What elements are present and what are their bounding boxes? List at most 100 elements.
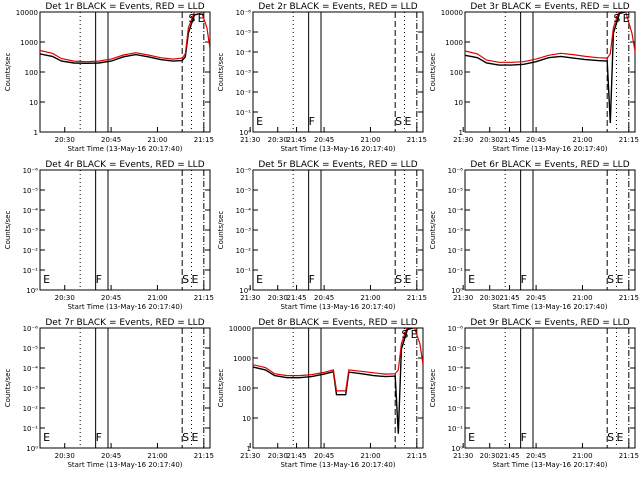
y-tick-label: 1: [459, 129, 463, 137]
y-tick-label: 10⁻³: [236, 69, 252, 77]
x-axis-label: Start Time (13-May-16 20:17:40): [67, 303, 182, 311]
x-tick-label: 21:15: [619, 136, 639, 144]
event-marker-s: S: [182, 431, 189, 444]
event-marker-e: E: [411, 328, 418, 341]
panel-9: Det 9r BLACK = Events, RED = LLD 10⁰ 10⁻¹ 1…: [429, 318, 639, 469]
x-tick-label: 21:00: [147, 136, 167, 144]
x-tick-label: 21:45: [286, 136, 306, 144]
series-lld: [253, 328, 423, 392]
x-tick-label: 20:45: [314, 452, 334, 460]
event-marker-s: S: [395, 273, 402, 286]
y-tick-label: 10⁻²: [23, 247, 39, 255]
event-marker-f: F: [309, 273, 315, 286]
x-tick-label: 21:00: [147, 294, 167, 302]
y-tick-label: 10⁰: [451, 445, 463, 453]
x-tick-label: 20:30: [268, 452, 288, 460]
x-tick-label: 21:30: [453, 452, 473, 460]
y-tick-label: 10⁻⁴: [448, 365, 464, 373]
y-tick-label: 10: [29, 99, 38, 107]
panel-title: Det 1r BLACK = Events, RED = LLD: [45, 2, 204, 12]
x-tick-label: 21:45: [286, 452, 306, 460]
y-tick-label: 10⁻⁵: [23, 187, 39, 195]
y-axis-label: Counts/sec: [429, 53, 437, 92]
event-marker-f: F: [96, 431, 102, 444]
x-tick-label: 21:00: [360, 452, 380, 460]
y-tick-label: 10⁻⁴: [236, 49, 252, 57]
event-marker-s: S: [182, 273, 189, 286]
y-tick-label: 10⁻¹: [236, 267, 252, 275]
x-tick-label: 21:15: [407, 136, 427, 144]
event-marker-s: S: [607, 273, 614, 286]
y-tick-label: 10⁻¹: [23, 267, 39, 275]
y-tick-label: 10⁻²: [236, 89, 252, 97]
x-tick-label: 20:45: [101, 452, 121, 460]
y-tick-label: 10⁻²: [448, 405, 464, 413]
x-tick-label: 21:45: [499, 136, 519, 144]
y-axis-label: Counts/sec: [217, 211, 225, 250]
plot-frame: [252, 11, 424, 133]
y-axis-label: Counts/sec: [217, 369, 225, 408]
y-tick-label: 10000: [16, 9, 38, 17]
y-tick-label: 10⁻⁶: [23, 325, 39, 333]
x-tick-label: 21:30: [453, 136, 473, 144]
y-tick-label: 10⁻²: [448, 247, 464, 255]
y-tick-label: 10⁻⁶: [23, 167, 39, 175]
y-tick-label: 1: [34, 129, 38, 137]
event-marker-e: E: [256, 115, 263, 128]
y-tick-label: 10⁻⁵: [236, 187, 252, 195]
event-marker-s: S: [401, 328, 408, 341]
x-tick-label: 21:15: [407, 452, 427, 460]
y-tick-label: 10⁻²: [236, 247, 252, 255]
event-marker-s: S: [613, 12, 620, 25]
x-tick-label: 20:30: [480, 294, 500, 302]
event-marker-e: E: [468, 431, 475, 444]
event-marker-e: E: [616, 273, 623, 286]
event-marker-e: E: [191, 431, 198, 444]
event-marker-e: E: [404, 115, 411, 128]
panel-title: Det 4r BLACK = Events, RED = LLD: [45, 160, 204, 170]
panel-3: Det 3r BLACK = Events, RED = LLD 1 10 100 10…: [429, 2, 639, 153]
y-tick-label: 10⁻⁵: [236, 29, 252, 37]
x-tick-label: 21:15: [619, 452, 639, 460]
event-marker-s: S: [395, 115, 402, 128]
event-marker-e: E: [43, 431, 50, 444]
plot-frame: [39, 169, 211, 291]
y-tick-label: 1000: [233, 355, 251, 363]
event-marker-e: E: [256, 273, 263, 286]
y-tick-label: 10⁻¹: [448, 425, 464, 433]
event-marker-f: F: [521, 431, 527, 444]
panel-6: Det 6r BLACK = Events, RED = LLD 10⁰ 10⁻¹ 1…: [429, 160, 639, 311]
x-tick-label: 20:45: [526, 452, 546, 460]
x-axis-label: Start Time (13-May-16 20:17:40): [492, 145, 607, 153]
panel-title: Det 8r BLACK = Events, RED = LLD: [258, 318, 417, 328]
y-tick-label: 10⁻⁴: [236, 207, 252, 215]
x-tick-label: 21:15: [194, 136, 214, 144]
y-tick-label: 10⁻⁴: [23, 207, 39, 215]
y-axis-label: Counts/sec: [4, 53, 12, 92]
x-tick-label: 21:00: [572, 136, 592, 144]
plot-frame: [464, 327, 636, 449]
plot-frame: [39, 11, 211, 133]
event-marker-f: F: [309, 115, 315, 128]
plot-frame: [39, 327, 211, 449]
y-tick-label: 10: [242, 415, 251, 423]
y-tick-label: 10⁻⁴: [448, 207, 464, 215]
panel-title: Det 5r BLACK = Events, RED = LLD: [258, 160, 417, 170]
x-tick-label: 21:45: [286, 294, 306, 302]
series-events: [465, 12, 626, 124]
series-lld: [465, 12, 635, 63]
x-tick-label: 21:30: [240, 452, 260, 460]
x-axis-label: Start Time (13-May-16 20:17:40): [280, 461, 395, 469]
x-tick-label: 20:30: [268, 294, 288, 302]
y-axis-label: Counts/sec: [429, 211, 437, 250]
y-tick-label: 10⁻⁶: [448, 167, 464, 175]
x-axis-label: Start Time (13-May-16 20:17:40): [67, 145, 182, 153]
y-tick-label: 10⁰: [26, 287, 38, 295]
x-tick-label: 21:00: [360, 136, 380, 144]
y-axis-label: Counts/sec: [4, 369, 12, 408]
x-tick-label: 20:45: [101, 136, 121, 144]
y-tick-label: 10⁻¹: [23, 425, 39, 433]
y-axis-label: Counts/sec: [4, 211, 12, 250]
x-tick-label: 20:30: [480, 452, 500, 460]
panel-title: Det 6r BLACK = Events, RED = LLD: [470, 160, 629, 170]
